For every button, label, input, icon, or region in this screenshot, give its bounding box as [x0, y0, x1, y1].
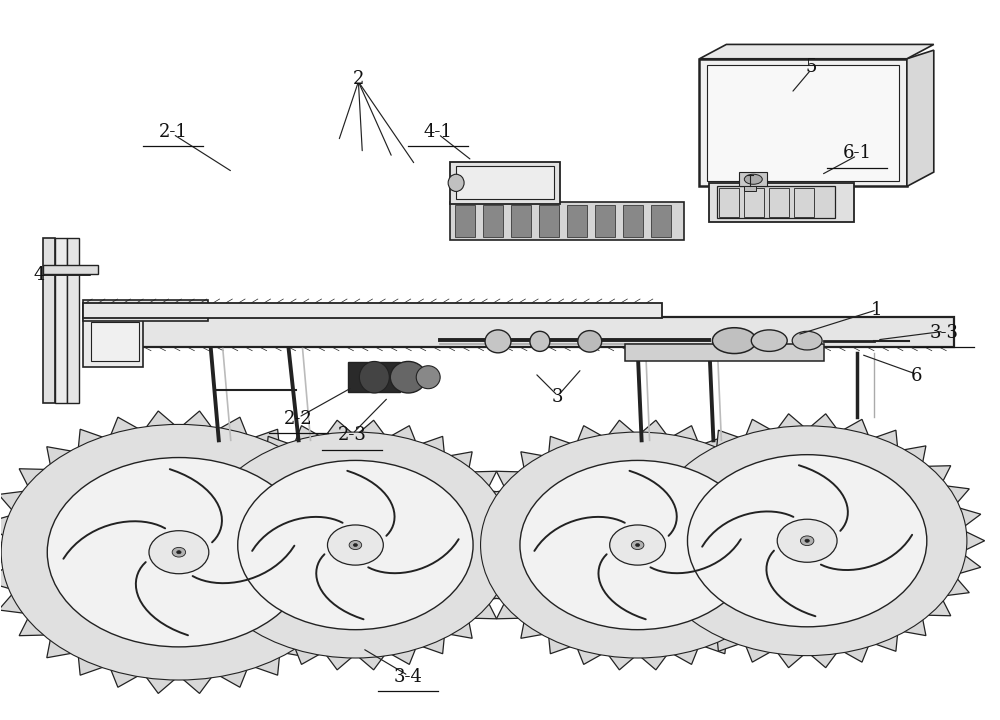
Bar: [43, 266, 98, 274]
Bar: [83, 317, 143, 367]
Polygon shape: [181, 420, 530, 670]
Ellipse shape: [149, 531, 209, 574]
Bar: [709, 183, 854, 222]
Bar: [794, 188, 814, 217]
Text: 6: 6: [911, 366, 923, 384]
Ellipse shape: [647, 426, 967, 656]
Ellipse shape: [792, 331, 822, 350]
Ellipse shape: [687, 454, 927, 627]
Text: 5: 5: [805, 58, 817, 76]
Ellipse shape: [416, 366, 440, 389]
Text: 1: 1: [871, 301, 883, 319]
Ellipse shape: [751, 330, 787, 351]
Bar: [455, 205, 475, 237]
Bar: [348, 362, 400, 392]
Polygon shape: [907, 50, 934, 186]
Bar: [539, 205, 559, 237]
Bar: [739, 172, 767, 186]
Bar: [769, 188, 789, 217]
Bar: [744, 186, 756, 192]
Bar: [450, 202, 684, 240]
Bar: [511, 205, 531, 237]
Bar: [717, 186, 835, 218]
Bar: [43, 238, 55, 403]
Ellipse shape: [172, 547, 186, 557]
Ellipse shape: [327, 525, 383, 565]
Ellipse shape: [198, 432, 512, 658]
Ellipse shape: [520, 460, 755, 630]
Polygon shape: [630, 414, 985, 667]
Ellipse shape: [390, 361, 426, 393]
Bar: [707, 65, 899, 181]
Bar: [483, 205, 503, 237]
Text: 2: 2: [353, 70, 364, 88]
Ellipse shape: [359, 361, 389, 393]
Ellipse shape: [610, 525, 666, 565]
Ellipse shape: [777, 519, 837, 562]
Text: 4: 4: [34, 266, 45, 284]
Ellipse shape: [578, 330, 602, 352]
Bar: [744, 188, 764, 217]
Text: 3-4: 3-4: [394, 668, 423, 686]
Ellipse shape: [744, 174, 762, 184]
Ellipse shape: [353, 544, 357, 546]
Bar: [699, 59, 907, 186]
Ellipse shape: [177, 551, 181, 554]
Bar: [567, 205, 587, 237]
Ellipse shape: [481, 432, 795, 658]
Text: 6-1: 6-1: [843, 145, 872, 163]
Bar: [623, 205, 643, 237]
Bar: [55, 238, 67, 403]
Bar: [83, 302, 662, 318]
Ellipse shape: [448, 174, 464, 192]
Ellipse shape: [800, 536, 814, 546]
Text: 3: 3: [552, 388, 564, 406]
Ellipse shape: [1, 424, 357, 680]
Ellipse shape: [631, 541, 644, 549]
Bar: [456, 166, 554, 199]
Bar: [450, 162, 560, 204]
Bar: [595, 205, 615, 237]
Ellipse shape: [485, 330, 511, 353]
Text: 2-3: 2-3: [338, 426, 367, 444]
Text: 2-2: 2-2: [284, 410, 313, 428]
Polygon shape: [0, 411, 376, 693]
Ellipse shape: [530, 331, 550, 351]
Text: 2-1: 2-1: [158, 123, 187, 141]
Ellipse shape: [636, 544, 640, 546]
Bar: [625, 343, 824, 361]
Ellipse shape: [47, 457, 311, 647]
Bar: [86, 317, 954, 347]
Bar: [83, 300, 208, 320]
Polygon shape: [463, 420, 812, 670]
Text: 3-3: 3-3: [929, 324, 958, 342]
Polygon shape: [699, 45, 934, 59]
Bar: [651, 205, 671, 237]
Ellipse shape: [712, 328, 756, 354]
Bar: [67, 238, 79, 403]
Bar: [719, 188, 739, 217]
Ellipse shape: [238, 460, 473, 630]
Text: 4-1: 4-1: [424, 123, 453, 141]
Bar: [91, 322, 139, 361]
Ellipse shape: [805, 539, 809, 542]
Ellipse shape: [349, 541, 362, 549]
